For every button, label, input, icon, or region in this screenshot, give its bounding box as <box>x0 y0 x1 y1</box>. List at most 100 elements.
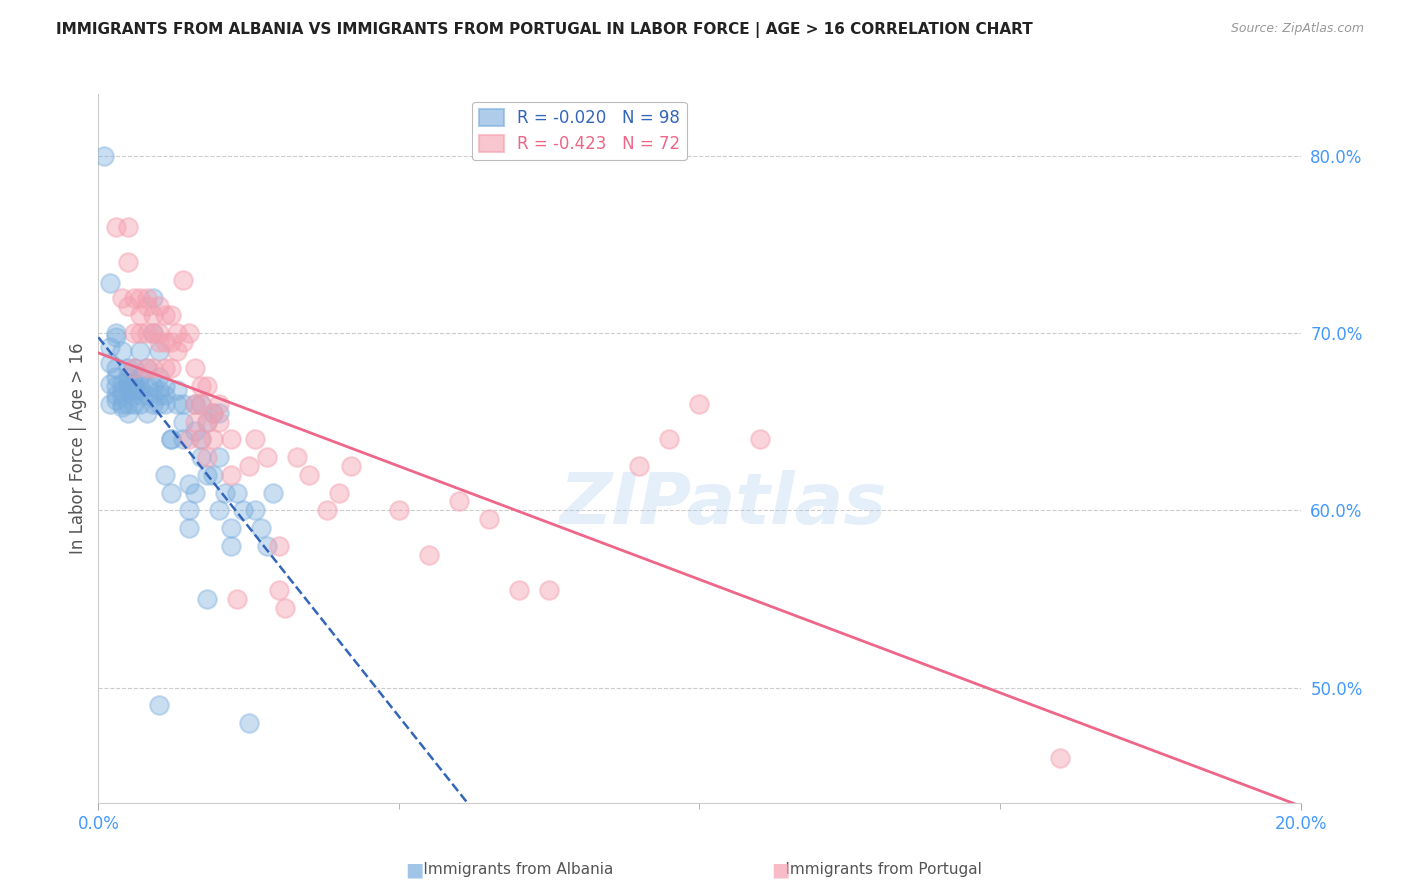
Point <box>111 383 134 397</box>
Point <box>141 291 163 305</box>
Point <box>208 450 231 464</box>
Point <box>328 485 350 500</box>
Point <box>117 219 139 234</box>
Point <box>148 698 170 713</box>
Point <box>177 476 200 491</box>
Point <box>100 356 122 370</box>
Point <box>177 521 200 535</box>
Point <box>129 291 152 305</box>
Point <box>129 343 152 358</box>
Text: IMMIGRANTS FROM ALBANIA VS IMMIGRANTS FROM PORTUGAL IN LABOR FORCE | AGE > 16 CO: IMMIGRANTS FROM ALBANIA VS IMMIGRANTS FR… <box>56 22 1033 38</box>
Point <box>117 370 139 384</box>
Point <box>201 467 224 482</box>
Point <box>219 521 242 535</box>
Point <box>129 388 152 402</box>
Point <box>129 397 152 411</box>
Point <box>478 512 501 526</box>
Point <box>124 397 146 411</box>
Point <box>190 433 212 447</box>
Point <box>166 397 188 411</box>
Y-axis label: In Labor Force | Age > 16: In Labor Force | Age > 16 <box>69 343 87 554</box>
Point <box>232 503 254 517</box>
Point <box>105 393 128 408</box>
Point <box>243 433 266 447</box>
Point <box>111 376 134 390</box>
Point <box>219 433 242 447</box>
Point <box>447 494 470 508</box>
Text: ■: ■ <box>770 860 790 880</box>
Point <box>183 361 205 376</box>
Point <box>153 308 176 322</box>
Point <box>105 326 128 340</box>
Point <box>418 548 440 562</box>
Point <box>177 503 200 517</box>
Point <box>183 424 205 438</box>
Point <box>129 383 152 397</box>
Point <box>208 406 231 420</box>
Point <box>153 334 176 349</box>
Point <box>124 361 146 376</box>
Point <box>195 450 218 464</box>
Point <box>135 326 157 340</box>
Point <box>208 503 231 517</box>
Point <box>117 299 139 313</box>
Point <box>256 539 278 553</box>
Point <box>285 450 308 464</box>
Point <box>166 343 188 358</box>
Point <box>141 397 163 411</box>
Point <box>243 503 266 517</box>
Point <box>238 458 260 473</box>
Point <box>159 433 181 447</box>
Point <box>249 521 271 535</box>
Point <box>172 397 194 411</box>
Point <box>135 379 157 393</box>
Point <box>153 397 176 411</box>
Point <box>172 334 194 349</box>
Point <box>658 433 681 447</box>
Point <box>201 433 224 447</box>
Point <box>195 415 218 429</box>
Point <box>105 329 128 343</box>
Point <box>100 377 122 392</box>
Point <box>129 379 152 393</box>
Point <box>153 388 176 402</box>
Point <box>141 308 163 322</box>
Point <box>538 582 561 597</box>
Text: Immigrants from Portugal: Immigrants from Portugal <box>761 863 983 877</box>
Point <box>183 397 205 411</box>
Point <box>201 406 224 420</box>
Point <box>129 308 152 322</box>
Point <box>201 406 224 420</box>
Point <box>124 326 146 340</box>
Point <box>225 591 247 606</box>
Point <box>153 379 176 393</box>
Point <box>195 467 218 482</box>
Point <box>105 388 128 402</box>
Point <box>190 379 212 393</box>
Point <box>100 340 122 354</box>
Point <box>214 485 236 500</box>
Point <box>159 485 181 500</box>
Point <box>129 370 152 384</box>
Point <box>111 397 134 411</box>
Point <box>148 326 170 340</box>
Point <box>124 388 146 402</box>
Point <box>105 370 128 384</box>
Point <box>111 291 134 305</box>
Point <box>111 401 134 415</box>
Point <box>166 383 188 397</box>
Point <box>124 379 146 393</box>
Point <box>141 326 163 340</box>
Point <box>172 273 194 287</box>
Legend: R = -0.020   N = 98, R = -0.423   N = 72: R = -0.020 N = 98, R = -0.423 N = 72 <box>472 102 686 160</box>
Point <box>267 539 290 553</box>
Point <box>93 149 115 163</box>
Point <box>100 277 122 291</box>
Point <box>124 376 146 390</box>
Point <box>195 379 218 393</box>
Point <box>688 397 710 411</box>
Point <box>148 334 170 349</box>
Point <box>748 433 770 447</box>
Point <box>190 397 212 411</box>
Point <box>340 458 363 473</box>
